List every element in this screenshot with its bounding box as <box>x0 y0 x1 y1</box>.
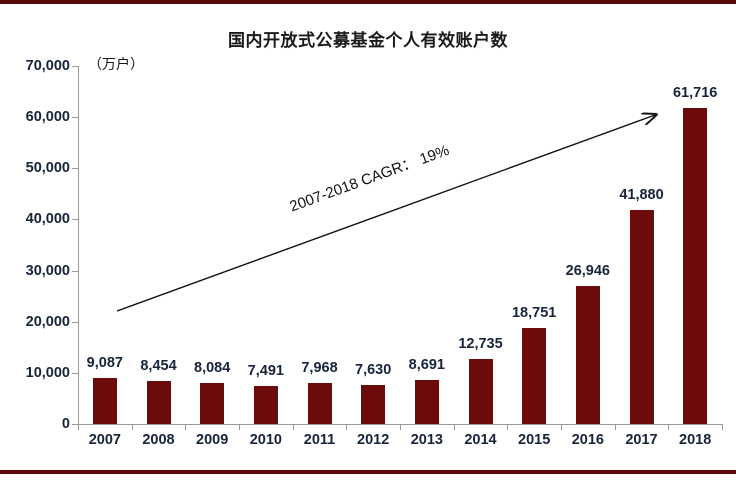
x-axis-tick-mark <box>78 424 79 430</box>
x-axis-category-label: 2017 <box>625 432 658 448</box>
x-axis-category-label: 2018 <box>679 432 712 448</box>
y-axis-line <box>78 66 79 424</box>
y-axis-unit-label: （万户） <box>88 58 144 73</box>
bar-value-label: 41,880 <box>619 186 664 203</box>
x-axis-tick-mark <box>400 424 401 430</box>
bottom-rule <box>0 470 736 474</box>
bar[interactable] <box>468 358 493 424</box>
x-axis-tick-mark <box>453 424 455 430</box>
y-axis-tick-label: 10,000 <box>25 364 70 381</box>
y-axis-tick-label: 70,000 <box>25 58 70 74</box>
x-axis-category-label: 2007 <box>88 432 121 448</box>
top-rule <box>0 0 736 4</box>
y-axis-tick-mark <box>72 321 78 323</box>
x-axis-tick-mark <box>614 424 616 430</box>
y-axis-tick-mark <box>72 424 78 425</box>
bar-value-label: 8,454 <box>140 357 177 374</box>
x-axis-category-label: 2016 <box>571 432 604 448</box>
x-axis-category-label: 2009 <box>196 432 229 448</box>
x-axis-tick-mark <box>722 424 723 430</box>
y-axis-tick-label: 60,000 <box>25 109 70 126</box>
bar[interactable] <box>575 286 600 424</box>
bar-value-label: 12,735 <box>458 335 503 352</box>
x-axis-tick-mark <box>507 424 509 430</box>
x-axis-category-label: 2015 <box>518 432 551 448</box>
bar-value-label: 9,087 <box>86 354 123 371</box>
x-axis-tick-mark <box>292 424 294 430</box>
bar-value-label: 7,491 <box>247 362 284 379</box>
y-axis-tick-mark <box>72 270 78 272</box>
x-axis-tick-mark <box>185 424 187 430</box>
x-axis-category-label: 2012 <box>357 432 390 448</box>
y-axis-tick-label: 20,000 <box>25 313 70 330</box>
y-axis-tick-label: 40,000 <box>25 211 70 228</box>
bar[interactable] <box>522 328 547 424</box>
bar[interactable] <box>253 385 278 424</box>
bar[interactable] <box>92 377 117 424</box>
cagr-annotation-label: 2007-2018 CAGR： 19% <box>287 141 452 216</box>
bar-value-label: 8,084 <box>194 359 231 376</box>
y-axis-tick-labels: 70,000 60,000 50,000 40,000 30,000 20,000 10,0… <box>0 0 70 495</box>
bar[interactable] <box>629 209 654 424</box>
x-axis-category-label: 2011 <box>303 432 336 448</box>
x-axis-tick-mark <box>239 424 240 430</box>
y-axis-tick-label: 0 <box>61 416 70 432</box>
bar-value-label: 26,946 <box>565 263 611 280</box>
bar[interactable] <box>414 379 439 424</box>
x-axis-category-label: 2013 <box>410 432 443 448</box>
x-axis-category-label: 2008 <box>142 432 175 448</box>
bar[interactable] <box>307 383 332 424</box>
x-axis-tick-mark <box>668 424 670 430</box>
bar[interactable] <box>200 382 225 424</box>
y-axis-tick-label: 30,000 <box>25 262 70 279</box>
x-axis-tick-mark <box>131 424 133 430</box>
bar[interactable] <box>361 384 386 424</box>
page-title: 国内开放式公募基金个人有效账户数 <box>228 31 508 50</box>
y-axis-tick-mark <box>72 117 78 119</box>
y-axis-tick-mark <box>72 219 78 221</box>
y-axis-tick-mark <box>72 66 78 67</box>
bar-value-label: 61,716 <box>672 85 718 102</box>
x-axis-tick-mark <box>346 424 348 430</box>
y-axis-tick-mark <box>72 372 78 374</box>
y-axis-tick-mark <box>72 168 78 170</box>
bar-value-label: 8,691 <box>408 356 445 373</box>
x-axis-category-label: 2010 <box>249 432 282 448</box>
bar-value-label: 7,630 <box>355 361 392 378</box>
bar[interactable] <box>146 380 171 424</box>
y-axis-tick-label: 50,000 <box>25 160 70 177</box>
x-axis-category-label: 2014 <box>464 432 497 448</box>
bar[interactable] <box>683 108 708 424</box>
x-axis-tick-mark <box>561 424 562 430</box>
bar-value-label: 7,968 <box>301 360 338 377</box>
bar-value-label: 18,751 <box>511 305 557 322</box>
